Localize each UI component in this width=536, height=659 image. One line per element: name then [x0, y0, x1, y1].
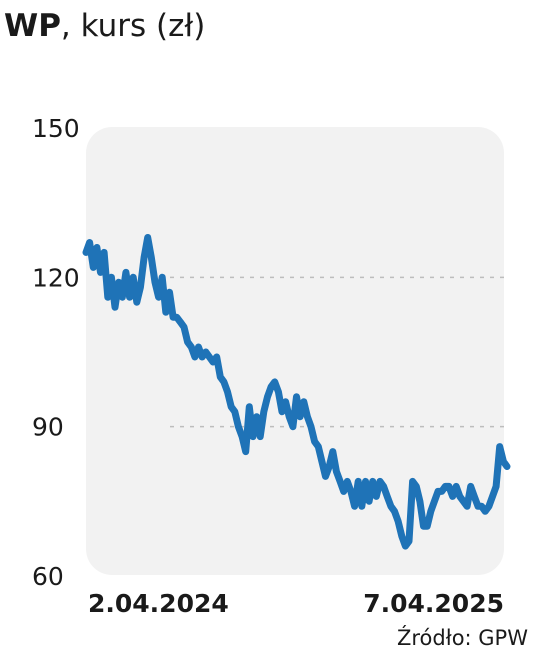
- price-line: [82, 234, 511, 550]
- y-axis: 150 120 90 60: [32, 114, 80, 591]
- series-group: [82, 234, 511, 550]
- y-tick-label: 60: [32, 562, 64, 591]
- title-subtitle: , kurs (zł): [60, 8, 206, 44]
- source-note: Źródło: GPW: [396, 626, 528, 650]
- x-tick-label: 7.04.2025: [363, 589, 504, 618]
- y-tick-label: 150: [32, 114, 80, 143]
- y-tick-label: 120: [32, 263, 80, 292]
- chart-title: WP, kurs (zł): [4, 6, 205, 46]
- y-tick-label: 90: [32, 413, 64, 442]
- title-ticker: WP: [4, 8, 61, 44]
- plot-area: [86, 127, 504, 575]
- x-tick-label: 2.04.2024: [88, 589, 229, 618]
- x-axis: 2.04.2024 7.04.2025: [88, 589, 504, 618]
